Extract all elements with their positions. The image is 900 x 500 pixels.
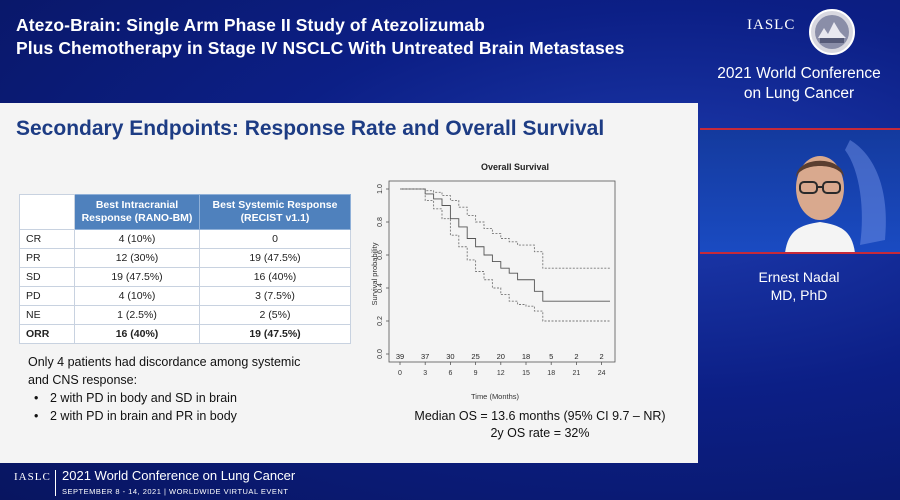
footer-logo: IASLC bbox=[14, 471, 51, 483]
table-row: NE 1 (2.5%) 2 (5%) bbox=[19, 305, 351, 325]
y-tick-label: 0.2 bbox=[377, 316, 384, 326]
intracranial-value: 19 (47.5%) bbox=[74, 267, 200, 287]
speaker-title: MD, PhD bbox=[770, 287, 828, 303]
speaker-video bbox=[700, 130, 900, 253]
y-tick-label: 0.0 bbox=[377, 349, 384, 359]
at-risk-count: 18 bbox=[522, 352, 530, 361]
speaker-caption: Ernest Nadal MD, PhD bbox=[700, 268, 898, 304]
x-tick-label: 3 bbox=[423, 370, 427, 377]
x-tick-label: 24 bbox=[598, 370, 606, 377]
y-axis-label: Survival probability bbox=[370, 242, 379, 305]
survival-curves bbox=[400, 188, 610, 322]
table-row-orr: ORR 16 (40%) 19 (47.5%) bbox=[19, 324, 351, 344]
conference-line-1: 2021 World Conference bbox=[717, 65, 881, 82]
table-header-empty bbox=[19, 194, 75, 230]
confidence-band-curve bbox=[400, 188, 610, 322]
x-tick-label: 21 bbox=[573, 370, 581, 377]
intracranial-value: 4 (10%) bbox=[74, 286, 200, 306]
discordance-note: Only 4 patients had discordance among sy… bbox=[28, 353, 300, 425]
at-risk-count: 5 bbox=[549, 352, 553, 361]
row-label: PR bbox=[19, 248, 75, 268]
header-line-1: Atezo-Brain: Single Arm Phase II Study o… bbox=[16, 15, 485, 35]
overall-survival-chart: Overall Survival 0.0 0.2 0.4 0.6 0.8 1.0 0 3 6 9… bbox=[370, 162, 616, 401]
intracranial-value: 4 (10%) bbox=[74, 229, 200, 249]
survival-curve bbox=[400, 188, 610, 302]
systemic-value: 0 bbox=[199, 229, 351, 249]
note-bullet: 2 with PD in brain and PR in body bbox=[34, 407, 300, 425]
table-header-intracranial: Best Intracranial Response (RANO-BM) bbox=[74, 194, 200, 230]
confidence-band-curve bbox=[400, 188, 610, 269]
header-line-2: Plus Chemotherapy in Stage IV NSCLC With… bbox=[16, 38, 625, 58]
two-year-os: 2y OS rate = 32% bbox=[490, 426, 590, 440]
at-risk-count: 25 bbox=[471, 352, 479, 361]
note-bullet: 2 with PD in body and SD in brain bbox=[34, 389, 300, 407]
systemic-value: 19 (47.5%) bbox=[199, 324, 351, 344]
slide-content: Secondary Endpoints: Response Rate and O… bbox=[0, 103, 698, 463]
intracranial-value: 16 (40%) bbox=[74, 324, 200, 344]
conference-seal-icon bbox=[809, 9, 855, 55]
at-risk-count: 2 bbox=[574, 352, 578, 361]
x-tick-label: 0 bbox=[398, 370, 402, 377]
x-axis-label: Time (Months) bbox=[471, 392, 520, 401]
y-tick-label: 0.4 bbox=[377, 283, 384, 293]
divider-bottom bbox=[700, 252, 900, 254]
intracranial-value: 1 (2.5%) bbox=[74, 305, 200, 325]
speaker-avatar bbox=[785, 140, 886, 253]
systemic-value: 2 (5%) bbox=[199, 305, 351, 325]
row-label: PD bbox=[19, 286, 75, 306]
divider-top bbox=[700, 128, 900, 130]
conference-line-2: on Lung Cancer bbox=[743, 85, 855, 102]
x-tick-label: 12 bbox=[497, 370, 505, 377]
x-tick-label: 18 bbox=[547, 370, 555, 377]
x-tick-label: 9 bbox=[474, 370, 478, 377]
y-tick-label: 0.6 bbox=[377, 250, 384, 260]
table-row: CR 4 (10%) 0 bbox=[19, 229, 351, 249]
at-risk-count: 37 bbox=[421, 352, 429, 361]
at-risk-count: 30 bbox=[446, 352, 454, 361]
x-axis: 0 3 6 9 12 15 18 21 24 bbox=[398, 362, 606, 377]
note-bullets: 2 with PD in body and SD in brain 2 with… bbox=[28, 389, 300, 425]
footer: IASLC 2021 World Conference on Lung Canc… bbox=[0, 463, 900, 500]
at-risk-row: 39 37 30 25 20 18 5 2 2 bbox=[396, 352, 604, 361]
note-line-2: and CNS response: bbox=[28, 373, 138, 387]
at-risk-count: 20 bbox=[497, 352, 505, 361]
y-axis: 0.0 0.2 0.4 0.6 0.8 1.0 bbox=[377, 184, 389, 359]
median-os-summary: Median OS = 13.6 months (95% CI 9.7 – NR… bbox=[390, 408, 690, 442]
systemic-value: 19 (47.5%) bbox=[199, 248, 351, 268]
speaker-name: Ernest Nadal bbox=[758, 269, 840, 285]
systemic-value: 3 (7.5%) bbox=[199, 286, 351, 306]
systemic-value: 16 (40%) bbox=[199, 267, 351, 287]
y-tick-label: 1.0 bbox=[377, 184, 384, 194]
response-table: Best Intracranial Response (RANO-BM) Bes… bbox=[19, 194, 351, 344]
intracranial-value: 12 (30%) bbox=[74, 248, 200, 268]
table-header-systemic: Best Systemic Response (RECIST v1.1) bbox=[199, 194, 351, 230]
x-tick-label: 6 bbox=[448, 370, 452, 377]
note-line-1: Only 4 patients had discordance among sy… bbox=[28, 355, 301, 369]
chart-title: Overall Survival bbox=[481, 162, 549, 172]
footer-conference: 2021 World Conference on Lung Cancer bbox=[62, 468, 296, 483]
row-label: CR bbox=[19, 229, 75, 249]
conference-name: 2021 World Conference on Lung Cancer bbox=[700, 64, 898, 104]
slide-title: Secondary Endpoints: Response Rate and O… bbox=[16, 117, 605, 140]
table-row: PR 12 (30%) 19 (47.5%) bbox=[19, 248, 351, 268]
median-os: Median OS = 13.6 months (95% CI 9.7 – NR… bbox=[414, 409, 666, 423]
table-row: PD 4 (10%) 3 (7.5%) bbox=[19, 286, 351, 306]
iaslc-logo: IASLC bbox=[747, 17, 796, 33]
footer-divider bbox=[55, 470, 56, 496]
y-tick-label: 0.8 bbox=[377, 217, 384, 227]
row-label: ORR bbox=[19, 324, 75, 344]
x-tick-label: 15 bbox=[522, 370, 530, 377]
table-row: SD 19 (47.5%) 16 (40%) bbox=[19, 267, 351, 287]
plot-frame bbox=[388, 180, 616, 363]
row-label: NE bbox=[19, 305, 75, 325]
presentation-header: Atezo-Brain: Single Arm Phase II Study o… bbox=[16, 14, 624, 60]
row-label: SD bbox=[19, 267, 75, 287]
at-risk-count: 2 bbox=[600, 352, 604, 361]
footer-dates: SEPTEMBER 8 - 14, 2021 | WORLDWIDE VIRTU… bbox=[62, 487, 289, 496]
at-risk-count: 39 bbox=[396, 352, 404, 361]
